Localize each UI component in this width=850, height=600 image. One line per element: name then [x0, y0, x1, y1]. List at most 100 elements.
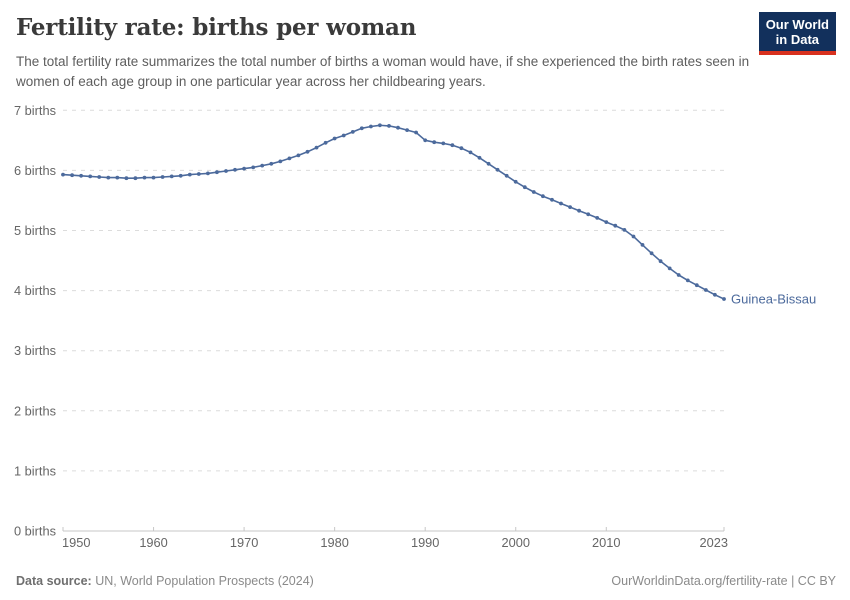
- series-entity-label[interactable]: Guinea-Bissau: [731, 292, 816, 307]
- data-point-marker[interactable]: [685, 278, 690, 283]
- data-point-marker[interactable]: [486, 161, 491, 166]
- data-point-marker[interactable]: [631, 234, 636, 239]
- data-point-marker[interactable]: [70, 173, 74, 178]
- data-point-marker[interactable]: [97, 175, 102, 179]
- owid-logo: Our World in Data: [758, 12, 836, 55]
- y-axis-tick-label: 7 births: [14, 103, 56, 118]
- data-point-marker[interactable]: [531, 190, 536, 194]
- y-axis-tick-label: 1 births: [14, 463, 56, 478]
- data-point-marker[interactable]: [676, 273, 681, 277]
- data-point-marker[interactable]: [296, 153, 301, 158]
- data-point-marker[interactable]: [694, 283, 699, 288]
- data-point-marker[interactable]: [423, 138, 428, 143]
- data-point-marker[interactable]: [613, 223, 618, 228]
- data-point-marker[interactable]: [414, 130, 418, 135]
- owid-logo-line1: Our World: [765, 17, 829, 32]
- data-point-marker[interactable]: [586, 212, 591, 217]
- y-axis-tick-label: 2 births: [14, 403, 56, 418]
- data-point-marker[interactable]: [541, 194, 545, 199]
- data-point-marker[interactable]: [332, 136, 337, 141]
- data-point-marker[interactable]: [341, 133, 346, 138]
- y-axis-tick-label: 5 births: [14, 223, 56, 238]
- data-point-marker[interactable]: [495, 167, 500, 172]
- data-point-marker[interactable]: [178, 173, 183, 178]
- x-axis-tick-label: 1950: [62, 535, 90, 550]
- data-point-marker[interactable]: [522, 185, 527, 190]
- data-point-marker[interactable]: [459, 146, 464, 151]
- data-point-marker[interactable]: [278, 159, 283, 164]
- fertility-line-series[interactable]: [62, 124, 725, 300]
- data-point-marker[interactable]: [196, 172, 201, 176]
- x-axis-tick-label: 1990: [411, 535, 439, 550]
- data-point-marker[interactable]: [314, 145, 319, 150]
- data-point-marker[interactable]: [169, 174, 174, 179]
- chart-footer: Data source: UN, World Population Prospe…: [16, 574, 836, 588]
- data-point-marker[interactable]: [251, 165, 256, 170]
- data-source-note: Data source: UN, World Population Prospe…: [16, 574, 314, 588]
- data-point-marker[interactable]: [124, 176, 129, 181]
- data-point-marker[interactable]: [604, 220, 609, 225]
- x-axis-tick-label: 2000: [502, 535, 530, 550]
- data-point-marker[interactable]: [287, 156, 292, 161]
- data-point-marker[interactable]: [568, 205, 572, 210]
- data-point-marker[interactable]: [477, 155, 482, 160]
- data-point-marker[interactable]: [359, 126, 364, 131]
- data-point-marker[interactable]: [106, 175, 111, 180]
- data-point-marker[interactable]: [667, 266, 672, 271]
- data-point-marker[interactable]: [622, 228, 627, 232]
- data-point-marker[interactable]: [224, 169, 228, 173]
- data-point-marker[interactable]: [640, 243, 645, 247]
- x-axis-tick-label: 1980: [320, 535, 348, 550]
- data-point-marker[interactable]: [450, 143, 455, 148]
- data-point-marker[interactable]: [369, 124, 373, 129]
- y-axis-tick-label: 0 births: [14, 524, 56, 539]
- data-point-marker[interactable]: [305, 149, 310, 154]
- page-title: Fertility rate: births per woman: [16, 14, 417, 41]
- data-point-marker[interactable]: [260, 163, 265, 168]
- data-point-marker[interactable]: [269, 161, 274, 166]
- data-point-marker[interactable]: [387, 124, 391, 128]
- data-point-marker[interactable]: [242, 166, 247, 171]
- x-axis-tick-label: 1970: [230, 535, 258, 550]
- data-point-marker[interactable]: [722, 297, 726, 301]
- data-point-marker[interactable]: [577, 208, 581, 213]
- data-point-marker[interactable]: [133, 176, 138, 181]
- data-point-marker[interactable]: [88, 174, 93, 179]
- data-point-marker[interactable]: [704, 288, 708, 292]
- data-point-marker[interactable]: [468, 150, 473, 155]
- data-source-text: UN, World Population Prospects (2024): [91, 574, 314, 588]
- data-point-marker[interactable]: [504, 173, 509, 178]
- y-axis-tick-label: 3 births: [14, 343, 56, 358]
- data-point-marker[interactable]: [405, 128, 409, 133]
- data-point-marker[interactable]: [441, 141, 446, 146]
- data-point-marker[interactable]: [432, 140, 437, 145]
- y-axis-tick-label: 4 births: [14, 283, 56, 298]
- data-point-marker[interactable]: [61, 172, 65, 177]
- data-point-marker[interactable]: [550, 197, 554, 202]
- data-source-label: Data source:: [16, 574, 92, 588]
- attribution-link[interactable]: OurWorldinData.org/fertility-rate | CC B…: [611, 574, 836, 588]
- data-point-marker[interactable]: [79, 173, 83, 178]
- data-point-marker[interactable]: [160, 175, 165, 179]
- data-point-marker[interactable]: [559, 201, 563, 206]
- data-point-marker[interactable]: [323, 140, 328, 145]
- y-axis-tick-label: 6 births: [14, 163, 56, 178]
- data-point-marker[interactable]: [233, 167, 237, 172]
- data-point-marker[interactable]: [115, 175, 120, 180]
- data-point-marker[interactable]: [713, 292, 717, 297]
- data-point-marker[interactable]: [658, 259, 663, 264]
- data-point-marker[interactable]: [151, 175, 156, 180]
- data-point-marker[interactable]: [142, 175, 147, 180]
- data-point-marker[interactable]: [187, 172, 192, 177]
- data-point-marker[interactable]: [350, 130, 355, 134]
- data-point-marker[interactable]: [206, 171, 210, 176]
- data-point-marker[interactable]: [649, 251, 654, 256]
- data-point-marker[interactable]: [513, 179, 518, 184]
- data-point-marker[interactable]: [215, 170, 219, 175]
- owid-logo-line2: in Data: [775, 32, 820, 48]
- data-point-marker[interactable]: [378, 123, 382, 128]
- data-point-marker[interactable]: [396, 125, 400, 130]
- data-point-marker[interactable]: [595, 216, 600, 220]
